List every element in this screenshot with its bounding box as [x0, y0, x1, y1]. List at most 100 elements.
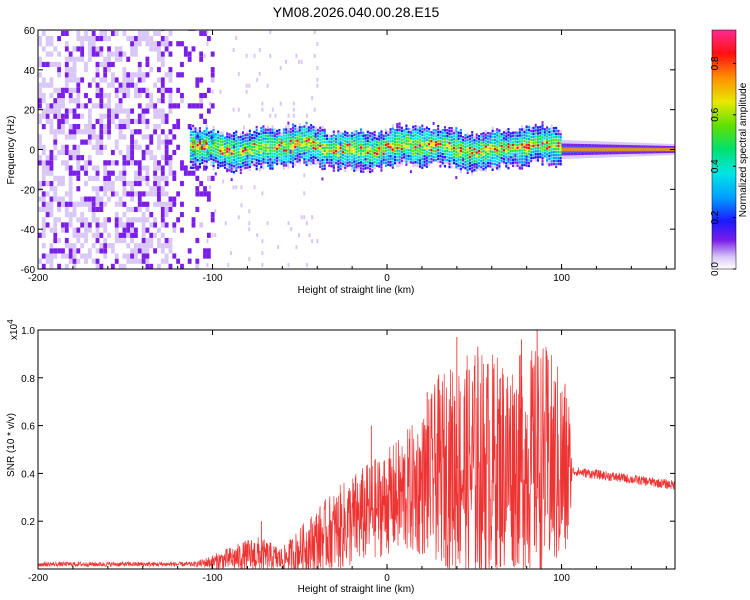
spectrogram-cell [164, 212, 169, 218]
spectrogram-cell [276, 162, 279, 166]
spectrogram-cell [157, 41, 161, 47]
spectrogram-cell [122, 108, 127, 114]
spectrogram-cell [332, 160, 335, 163]
spectrogram-cell [407, 142, 410, 146]
spectrogram-cell [230, 178, 233, 182]
spectrogram-cell [160, 170, 165, 176]
spectrogram-cell [514, 154, 517, 158]
spectrogram-cell [464, 139, 467, 143]
spectrogram-cell [312, 159, 315, 163]
spectrogram-cell [617, 148, 620, 151]
spectrogram-cell [307, 129, 310, 132]
spectrogram-cell [457, 164, 460, 167]
spectrogram-cell [137, 144, 142, 150]
spectrogram-cell [153, 160, 158, 166]
spectrogram-cell [192, 157, 195, 161]
spectrogram-cell [355, 168, 358, 172]
spectrogram-cell [168, 41, 173, 47]
spectrogram-cell [518, 164, 521, 167]
spectrogram-cell [341, 135, 344, 139]
spectrogram-cell [235, 136, 238, 140]
spectrogram-cell [264, 143, 267, 146]
spectrogram-cell [137, 129, 142, 135]
spectrogram-cell [61, 227, 65, 233]
spectrogram-cell [310, 142, 313, 145]
spectrogram-cell [359, 140, 363, 143]
spectrogram-cell [196, 146, 199, 150]
spectrogram-cell [239, 147, 242, 151]
spectrogram-cell [110, 191, 115, 197]
spectrogram-cell [291, 150, 295, 153]
spectrogram-cell [80, 113, 85, 119]
spectrogram-cell [471, 152, 474, 155]
spectrogram-cell [253, 148, 256, 152]
spectrogram-cell [409, 134, 413, 137]
spectrogram-cell [534, 147, 537, 150]
spectrogram-cell [484, 139, 487, 142]
spectrogram-cell [84, 165, 88, 171]
spectrogram-cell [122, 67, 127, 73]
spectrogram-cell [498, 159, 501, 162]
spectrogram-cell [511, 146, 515, 150]
spectrogram-cell [145, 165, 150, 171]
spectrogram-cell [468, 137, 471, 141]
spectrogram-cell [375, 152, 378, 155]
spectrogram-cell [316, 83, 319, 88]
spectrogram-cell [325, 161, 329, 164]
spectrogram-cell [251, 160, 254, 164]
spectrogram-cell [400, 126, 403, 130]
spectrogram-cell [199, 222, 204, 228]
spectrogram-cell [353, 157, 356, 160]
spectrogram-cell [57, 35, 62, 42]
spectrogram-cell [391, 136, 394, 139]
spectrogram-cell [555, 150, 558, 154]
spectrogram-cell [636, 148, 639, 151]
spectrogram-cell [466, 135, 469, 139]
spectrogram-cell [530, 138, 533, 142]
spectrogram-cell [403, 132, 406, 135]
spectrogram-cell [118, 87, 123, 93]
spectrogram-cell [319, 162, 322, 165]
spectrogram-cell [282, 146, 285, 149]
spectrogram-cell [232, 147, 236, 150]
spectrogram-cell [87, 134, 92, 140]
spectrogram-cell [157, 180, 161, 187]
spectrogram-cell [133, 258, 138, 264]
spectrogram-cell [176, 118, 181, 125]
spectrogram-cell [541, 157, 544, 160]
spectrogram-cell [405, 154, 408, 157]
spectrogram-cell [498, 162, 501, 165]
spectrogram-cell [546, 132, 549, 135]
spectrogram-cell [457, 161, 460, 164]
spectrogram-cell [493, 159, 496, 163]
spectrogram-cell [217, 157, 220, 160]
spectrogram-cell [548, 154, 551, 158]
spectrogram-cell [137, 206, 142, 213]
spectrogram-cell [400, 129, 403, 133]
spectrogram-cell [325, 149, 329, 152]
spectrogram-cell [137, 30, 142, 36]
spectrogram-cell [141, 155, 146, 161]
spectrogram-cell [64, 165, 69, 171]
spectrogram-cell [473, 153, 476, 157]
spectrogram-cell [412, 125, 415, 129]
spectrogram-cell [107, 118, 111, 125]
spectrogram-cell [61, 92, 65, 99]
spectrogram-cell [87, 248, 92, 254]
spectrogram-cell [321, 167, 324, 171]
spectrogram-cell [298, 126, 301, 129]
spectrogram-cell [149, 98, 154, 104]
spectrogram-cell [91, 165, 96, 171]
spectrogram-cell [414, 143, 417, 146]
spectrogram-cell [45, 206, 50, 213]
spectrogram-cell [468, 161, 471, 165]
spectrogram-cell [280, 132, 283, 135]
spectrogram-cell [168, 30, 173, 36]
spectrogram-cell [226, 135, 229, 138]
spectrogram-cell [133, 248, 138, 254]
spectrogram-cell [650, 148, 653, 151]
spectrogram-cell [91, 243, 96, 249]
spectrogram-cell [261, 101, 264, 106]
spectrogram-cell [638, 148, 641, 151]
spectrogram-cell [421, 130, 424, 134]
